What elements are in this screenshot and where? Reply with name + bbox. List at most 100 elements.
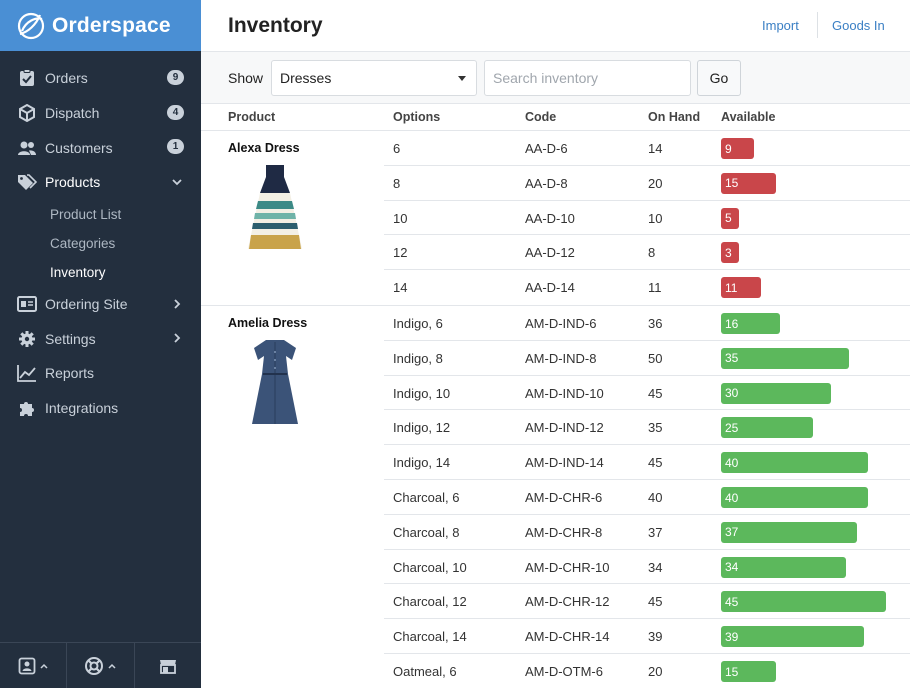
show-label: Show (228, 70, 264, 86)
category-select[interactable]: Dresses (271, 60, 477, 96)
column-header-available: Available (721, 110, 776, 124)
table-row[interactable]: 10 AA-D-10 10 5 (384, 201, 910, 236)
gear-icon (17, 329, 37, 349)
available-bar: 34 (721, 556, 846, 578)
table-row[interactable]: Charcoal, 8 AM-D-CHR-8 37 37 (384, 515, 910, 550)
code-cell: AA-D-14 (525, 280, 575, 296)
table-row[interactable]: Indigo, 8 AM-D-IND-8 50 35 (384, 341, 910, 376)
nav-label: Products (45, 174, 101, 191)
search-input[interactable] (484, 60, 691, 96)
subnav-item-categories[interactable]: Categories (50, 235, 116, 251)
product-group: Amelia Dress Indigo, 6 AM-D-IND-6 36 16 Indig… (201, 305, 910, 688)
chevron-up-icon (40, 663, 48, 669)
header-divider (817, 12, 818, 38)
option-cell: Indigo, 8 (393, 350, 443, 366)
available-bar: 9 (721, 138, 754, 159)
subnav-item-inventory[interactable]: Inventory (50, 264, 106, 280)
import-link[interactable]: Import (762, 18, 799, 33)
code-cell: AM-D-CHR-10 (525, 559, 610, 575)
go-button[interactable]: Go (697, 60, 741, 96)
available-bar: 11 (721, 277, 761, 299)
nav-item-reports[interactable]: Reports (0, 356, 201, 391)
available-bar: 5 (721, 207, 739, 229)
table-row[interactable]: Indigo, 12 AM-D-IND-12 35 25 (384, 410, 910, 446)
code-cell: AA-D-8 (525, 175, 568, 191)
page-title: Inventory (228, 14, 323, 37)
product-name-link[interactable]: Alexa Dress (228, 141, 300, 155)
nav-item-settings[interactable]: Settings (0, 321, 201, 356)
code-cell: AM-D-CHR-12 (525, 594, 610, 610)
nav-item-orders[interactable]: Orders 9 (0, 61, 201, 96)
on-hand-cell: 20 (648, 664, 663, 679)
code-cell: AA-D-6 (525, 141, 568, 156)
option-cell: 6 (393, 141, 401, 156)
table-row[interactable]: 14 AA-D-14 11 11 (384, 270, 910, 305)
striped-dress-image[interactable] (246, 163, 304, 253)
table-row[interactable]: Indigo, 6 AM-D-IND-6 36 16 (384, 306, 910, 341)
subnav-item-product-list[interactable]: Product List (50, 206, 122, 222)
help-menu-button[interactable] (67, 643, 135, 688)
view-store-button[interactable] (135, 643, 201, 688)
sidebar: Orderspace Orders 9 Dispatch 4 Customers… (0, 0, 201, 688)
on-hand-cell: 36 (648, 316, 663, 331)
option-cell: 10 (393, 210, 408, 226)
code-cell: AM-D-IND-14 (525, 455, 604, 471)
orderspace-logo-icon (17, 12, 45, 39)
column-header-product: Product (228, 110, 276, 124)
nav-item-customers[interactable]: Customers 1 (0, 130, 201, 165)
brand-name: Orderspace (52, 13, 171, 37)
option-cell: Oatmeal, 6 (393, 664, 457, 679)
on-hand-cell: 20 (648, 175, 663, 191)
table-row[interactable]: Charcoal, 6 AM-D-CHR-6 40 40 (384, 480, 910, 515)
available-bar: 3 (721, 242, 739, 264)
table-row[interactable]: 12 AA-D-12 8 3 (384, 235, 910, 271)
users-icon (17, 138, 37, 158)
nav-label: Reports (45, 365, 95, 382)
code-cell: AM-D-CHR-6 (525, 490, 603, 505)
on-hand-cell: 34 (648, 559, 663, 575)
option-cell: Charcoal, 14 (393, 629, 467, 645)
option-cell: 14 (393, 280, 408, 296)
chevron-right-icon (174, 333, 181, 344)
available-bar: 15 (721, 172, 776, 194)
table-row[interactable]: Charcoal, 14 AM-D-CHR-14 39 39 (384, 619, 910, 654)
available-bar: 30 (721, 382, 831, 404)
on-hand-cell: 14 (648, 141, 663, 156)
code-cell: AA-D-12 (525, 245, 575, 261)
option-cell: Indigo, 12 (393, 420, 451, 436)
table-row[interactable]: Charcoal, 10 AM-D-CHR-10 34 34 (384, 550, 910, 585)
product-name-link[interactable]: Amelia Dress (228, 316, 308, 330)
brand-header[interactable]: Orderspace (0, 0, 201, 51)
nav-item-products[interactable]: Products (0, 165, 201, 200)
product-cell: Alexa Dress (228, 141, 378, 253)
table-row[interactable]: Charcoal, 12 AM-D-CHR-12 45 45 (384, 584, 910, 620)
table-row[interactable]: 8 AA-D-8 20 15 (384, 166, 910, 201)
puzzle-icon (17, 398, 37, 418)
denim-dress-image[interactable] (246, 338, 304, 428)
nav-label: Settings (45, 330, 96, 347)
option-cell: Charcoal, 6 (393, 490, 460, 505)
storefront-window-icon (17, 294, 37, 314)
nav-label: Integrations (45, 400, 119, 417)
line-chart-icon (17, 363, 37, 383)
code-cell: AA-D-10 (525, 210, 575, 226)
available-bar: 39 (721, 626, 864, 648)
nav-item-ordering-site[interactable]: Ordering Site (0, 287, 201, 322)
tags-icon (17, 172, 37, 192)
nav-label: Customers (45, 139, 113, 156)
nav-item-integrations[interactable]: Integrations (0, 391, 201, 426)
option-cell: Charcoal, 8 (393, 524, 460, 540)
page-header: Inventory Import Goods In (201, 0, 910, 52)
on-hand-cell: 37 (648, 524, 663, 540)
goods-in-link[interactable]: Goods In (832, 18, 885, 33)
available-bar: 40 (721, 487, 868, 508)
table-row[interactable]: Oatmeal, 6 AM-D-OTM-6 20 15 (384, 654, 910, 688)
table-row[interactable]: 6 AA-D-6 14 9 (384, 131, 910, 166)
table-row[interactable]: Indigo, 10 AM-D-IND-10 45 30 (384, 376, 910, 411)
option-cell: Indigo, 14 (393, 455, 451, 471)
help-lifebuoy-icon (84, 656, 103, 675)
nav-item-dispatch[interactable]: Dispatch 4 (0, 96, 201, 131)
option-cell: Charcoal, 12 (393, 594, 467, 610)
account-menu-button[interactable] (0, 643, 68, 688)
table-row[interactable]: Indigo, 14 AM-D-IND-14 45 40 (384, 445, 910, 480)
